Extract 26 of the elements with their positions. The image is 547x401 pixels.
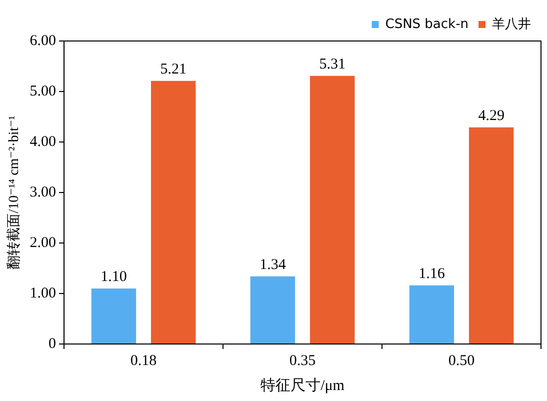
y-axis-title: 翻转截面/10⁻¹⁴ cm⁻²·bit⁻¹ xyxy=(6,116,22,270)
bar xyxy=(250,276,296,344)
y-tick-label: 3.00 xyxy=(30,184,56,200)
data-label: 5.21 xyxy=(160,61,186,78)
data-label: 4.29 xyxy=(478,108,504,124)
y-tick-label: 5.00 xyxy=(30,83,56,100)
y-tick-label: 4.00 xyxy=(30,134,56,150)
legend-label: CSNS back-n xyxy=(385,16,469,32)
data-label: 1.34 xyxy=(260,256,286,273)
bar xyxy=(409,285,454,344)
data-label: 1.16 xyxy=(418,266,446,282)
bar xyxy=(468,127,514,344)
x-tick-label: 0.50 xyxy=(448,352,475,369)
bar xyxy=(310,76,355,344)
data-label: 5.31 xyxy=(319,56,346,72)
y-tick-label: 6.00 xyxy=(30,32,56,49)
legend-label: 羊八井 xyxy=(492,16,531,32)
bar xyxy=(91,288,136,344)
y-tick-label: 1.00 xyxy=(30,285,56,302)
x-tick-label: 0.18 xyxy=(130,352,157,369)
x-axis-title: 特征尺寸/μm xyxy=(260,376,345,394)
data-label: 1.10 xyxy=(100,268,127,285)
x-tick-label: 0.35 xyxy=(289,352,316,369)
y-tick-label: 2.00 xyxy=(30,234,56,251)
bar xyxy=(150,80,196,344)
y-tick-label: 0 xyxy=(48,336,56,352)
